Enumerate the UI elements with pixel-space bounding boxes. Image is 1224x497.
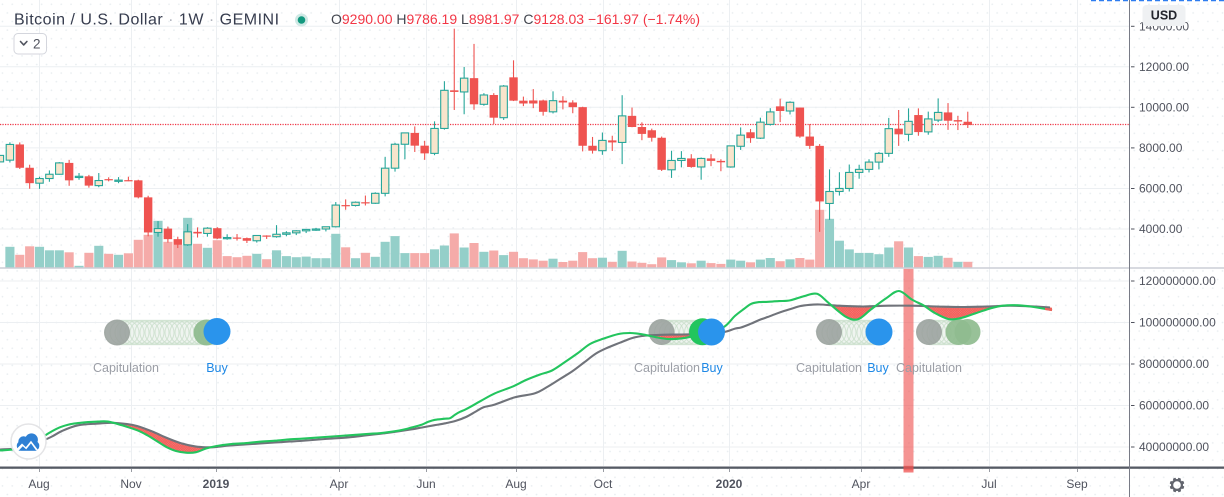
svg-text:12000.00: 12000.00 bbox=[1139, 60, 1189, 74]
svg-text:8000.00: 8000.00 bbox=[1139, 141, 1183, 155]
svg-text:Jul: Jul bbox=[981, 477, 996, 491]
svg-text:Buy: Buy bbox=[206, 361, 228, 375]
svg-text:Nov: Nov bbox=[120, 477, 141, 491]
svg-text:O9290.00 H9786.19 L8981.97 C91: O9290.00 H9786.19 L8981.97 C9128.03 −161… bbox=[331, 11, 700, 27]
svg-text:2: 2 bbox=[33, 37, 41, 52]
svg-text:Capitulation: Capitulation bbox=[896, 361, 962, 375]
svg-text:Jun: Jun bbox=[416, 477, 435, 491]
svg-text:60000000.00: 60000000.00 bbox=[1139, 399, 1209, 413]
svg-text:4000.00: 4000.00 bbox=[1139, 222, 1183, 236]
svg-text:2019: 2019 bbox=[203, 477, 230, 491]
svg-text:Capitulation: Capitulation bbox=[634, 361, 700, 375]
svg-text:6000.00: 6000.00 bbox=[1139, 182, 1183, 196]
svg-text:Capitulation: Capitulation bbox=[796, 361, 862, 375]
svg-text:Buy: Buy bbox=[867, 361, 889, 375]
svg-text:Buy: Buy bbox=[701, 361, 723, 375]
svg-text:Apr: Apr bbox=[852, 477, 871, 491]
svg-text:USD: USD bbox=[1151, 9, 1177, 23]
svg-text:Apr: Apr bbox=[330, 477, 349, 491]
svg-text:10000.00: 10000.00 bbox=[1139, 101, 1189, 115]
svg-text:Oct: Oct bbox=[594, 477, 613, 491]
svg-text:Bitcoin / U.S. Dollar · 1W · G: Bitcoin / U.S. Dollar · 1W · GEMINI bbox=[14, 12, 280, 29]
svg-text:2020: 2020 bbox=[716, 477, 743, 491]
svg-text:120000000.00: 120000000.00 bbox=[1139, 274, 1216, 288]
svg-text:100000000.00: 100000000.00 bbox=[1139, 316, 1216, 330]
svg-text:80000000.00: 80000000.00 bbox=[1139, 357, 1209, 371]
svg-text:40000000.00: 40000000.00 bbox=[1139, 440, 1209, 454]
svg-text:Aug: Aug bbox=[505, 477, 526, 491]
svg-text:Sep: Sep bbox=[1066, 477, 1088, 491]
svg-text:Aug: Aug bbox=[28, 477, 49, 491]
svg-text:Capitulation: Capitulation bbox=[93, 361, 159, 375]
